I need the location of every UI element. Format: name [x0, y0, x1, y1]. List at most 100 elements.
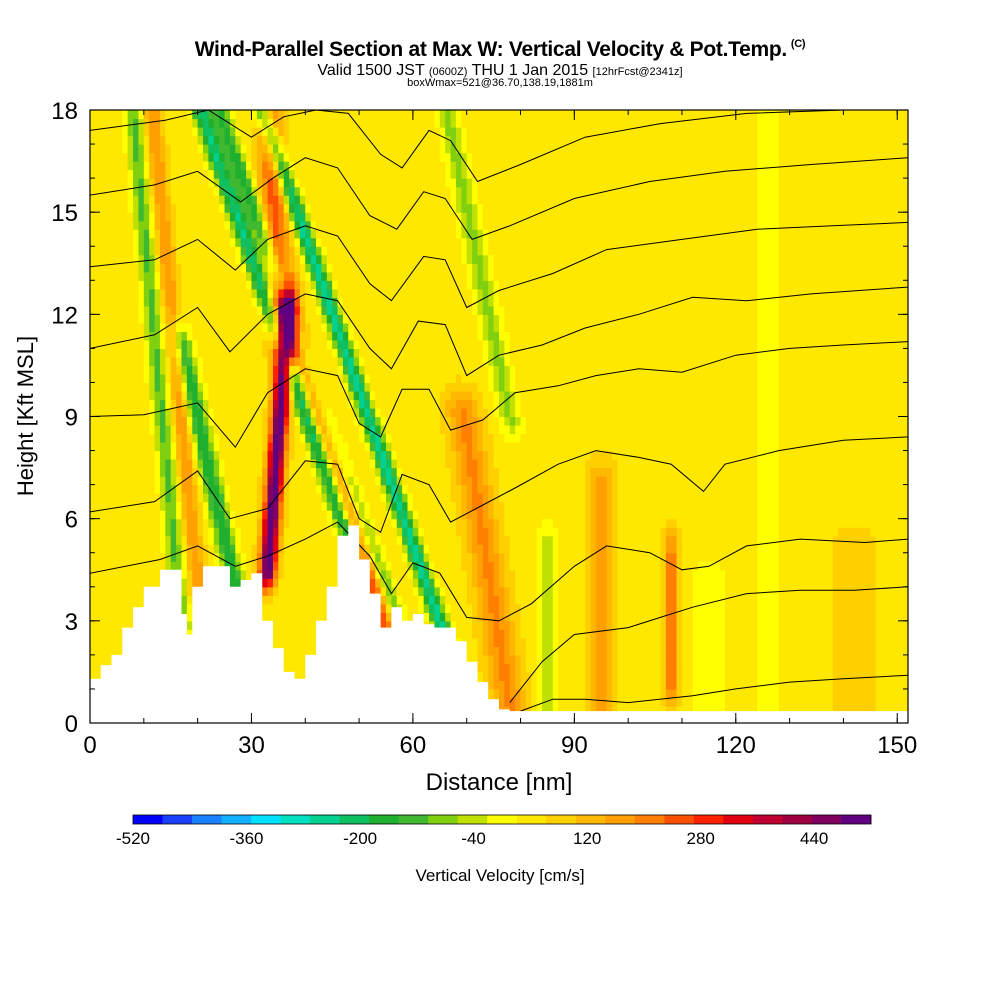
field-cell — [224, 356, 231, 367]
field-cell — [380, 535, 387, 545]
field-cell — [95, 212, 102, 222]
field-cell — [127, 237, 134, 247]
field-cell — [165, 203, 172, 213]
field-cell — [402, 603, 409, 613]
field-cell — [106, 552, 113, 562]
field-cell — [272, 450, 279, 460]
field-cell — [133, 510, 140, 520]
field-cell — [391, 118, 398, 128]
field-cell — [391, 229, 398, 239]
field-cell — [359, 135, 366, 145]
field-cell — [127, 399, 134, 409]
field-cell — [294, 527, 301, 537]
field-cell — [423, 161, 430, 171]
field-cell — [423, 425, 430, 435]
field-cell — [402, 280, 409, 290]
field-cell — [192, 186, 199, 196]
field-cell — [116, 433, 123, 443]
field-cell — [154, 484, 161, 494]
field-cell — [235, 467, 242, 477]
field-cell — [412, 603, 419, 613]
field-cell — [316, 356, 323, 367]
field-cell — [149, 195, 156, 205]
field-cell — [100, 459, 107, 469]
field-cell — [326, 297, 333, 307]
field-cell — [229, 127, 236, 137]
field-cell — [213, 322, 220, 332]
field-cell — [127, 110, 134, 120]
field-cell — [445, 544, 452, 554]
field-cell — [364, 314, 371, 324]
field-cell — [294, 288, 301, 298]
field-cell — [294, 595, 301, 605]
field-cell — [127, 518, 134, 528]
field-cell — [251, 254, 258, 264]
field-cell — [385, 433, 392, 443]
field-cell — [289, 612, 296, 622]
field-cell — [138, 586, 145, 596]
field-cell — [461, 620, 468, 630]
field-cell — [240, 518, 247, 528]
field-cell — [90, 110, 96, 120]
field-cell — [337, 399, 344, 409]
field-cell — [407, 280, 414, 290]
field-cell — [321, 467, 328, 477]
field-cell — [385, 612, 392, 622]
field-cell — [321, 331, 328, 341]
field-cell — [267, 390, 274, 401]
field-cell — [423, 186, 430, 196]
field-cell — [353, 348, 360, 358]
field-cell — [116, 118, 123, 128]
field-cell — [342, 416, 349, 426]
field-cell — [133, 127, 140, 137]
field-cell — [396, 433, 403, 443]
field-cell — [246, 365, 253, 375]
field-cell — [353, 288, 360, 298]
field-cell — [133, 152, 140, 162]
field-cell — [149, 331, 156, 341]
field-cell — [423, 459, 430, 469]
field-cell — [143, 288, 150, 298]
field-cell — [455, 425, 462, 435]
field-cell — [251, 407, 258, 418]
field-cell — [95, 510, 102, 520]
field-cell — [272, 195, 279, 205]
field-cell — [439, 220, 446, 230]
field-cell — [208, 518, 215, 528]
field-cell — [434, 127, 441, 137]
field-cell — [262, 425, 269, 435]
field-cell — [429, 569, 436, 579]
field-cell — [197, 144, 204, 154]
field-cell — [240, 144, 247, 154]
field-cell — [170, 161, 177, 171]
field-cell — [418, 518, 425, 528]
field-cell — [246, 331, 253, 341]
field-cell — [294, 552, 301, 562]
field-cell — [213, 331, 220, 341]
field-cell — [176, 161, 183, 171]
field-cell — [283, 552, 290, 562]
field-cell — [305, 195, 312, 205]
field-cell — [100, 637, 107, 647]
field-cell — [332, 552, 339, 562]
field-cell — [203, 382, 209, 392]
field-cell — [396, 237, 403, 247]
field-cell — [391, 356, 398, 367]
field-cell — [445, 416, 452, 426]
field-cell — [294, 646, 301, 656]
field-cell — [138, 493, 145, 503]
field-cell — [289, 348, 296, 358]
field-cell — [133, 237, 140, 247]
field-cell — [133, 407, 140, 418]
field-cell — [251, 501, 258, 511]
field-cell — [262, 510, 269, 520]
field-cell — [455, 595, 462, 605]
field-cell — [133, 544, 140, 554]
field-cell — [149, 544, 156, 554]
field-cell — [434, 459, 441, 469]
field-cell — [235, 476, 242, 486]
field-cell — [434, 484, 441, 494]
field-cell — [375, 527, 382, 537]
field-cell — [176, 118, 183, 128]
field-cell — [219, 161, 226, 171]
